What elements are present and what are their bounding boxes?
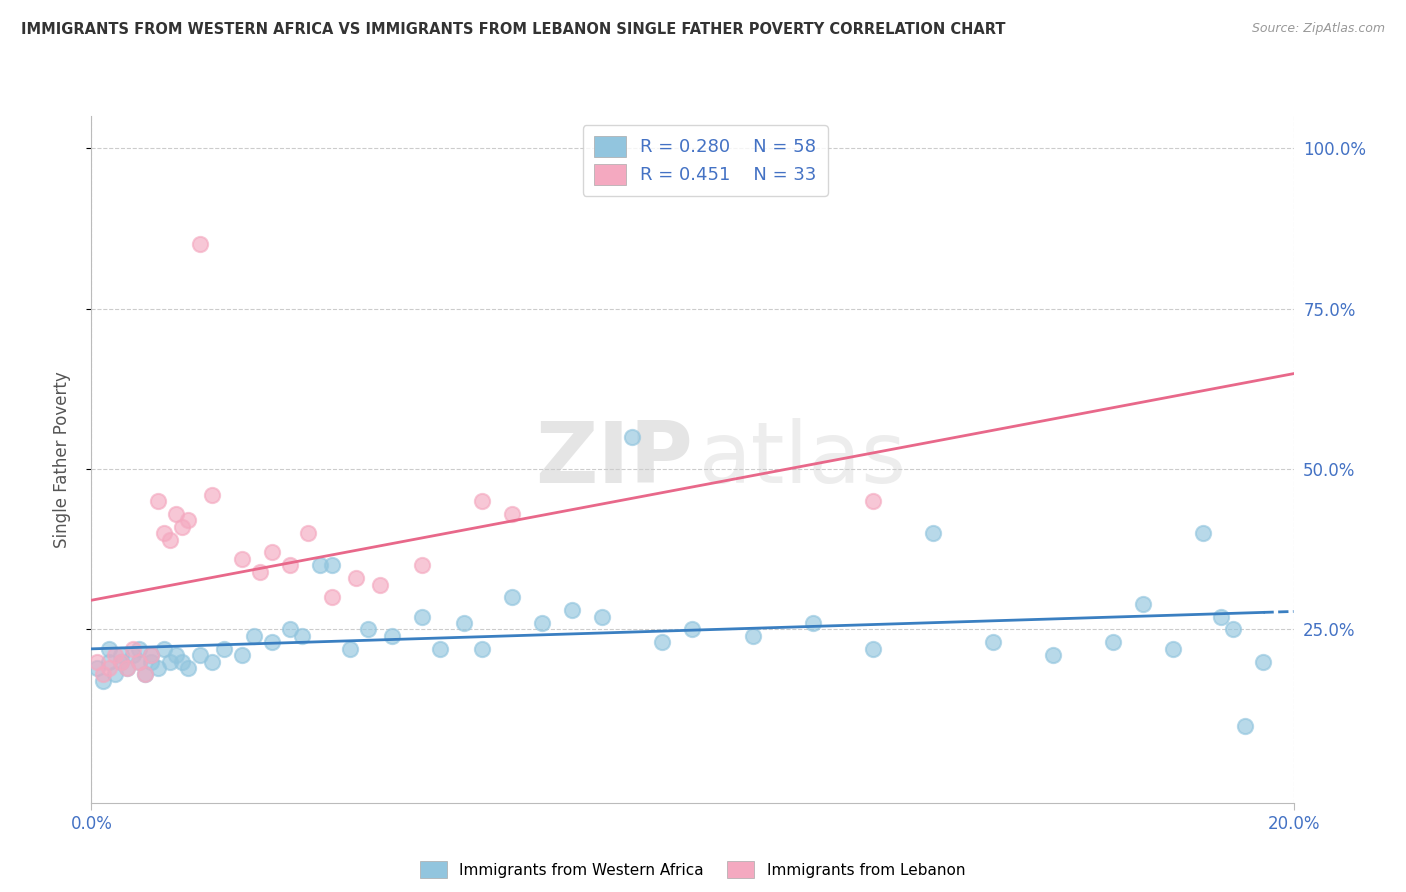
Point: [170, 520, 193, 534]
Point: [146, 661, 169, 675]
Point: [344, 571, 367, 585]
Point: [453, 616, 475, 631]
Point: [141, 655, 163, 669]
Point: [165, 507, 187, 521]
Point: [651, 635, 673, 649]
Text: Source: ZipAtlas.com: Source: ZipAtlas.com: [1251, 22, 1385, 36]
Point: [862, 641, 884, 656]
Point: [260, 635, 283, 649]
Point: [429, 641, 451, 656]
Point: [922, 526, 945, 541]
Point: [93, 667, 115, 681]
Point: [411, 609, 433, 624]
Point: [165, 648, 187, 662]
Point: [1161, 641, 1184, 656]
Point: [122, 641, 145, 656]
Point: [152, 526, 174, 541]
Point: [801, 616, 824, 631]
Point: [1042, 648, 1064, 662]
Point: [1234, 719, 1257, 733]
Text: IMMIGRANTS FROM WESTERN AFRICA VS IMMIGRANTS FROM LEBANON SINGLE FATHER POVERTY : IMMIGRANTS FROM WESTERN AFRICA VS IMMIGR…: [21, 22, 1005, 37]
Point: [110, 648, 132, 662]
Point: [1253, 655, 1275, 669]
Point: [188, 648, 211, 662]
Point: [1102, 635, 1125, 649]
Point: [862, 494, 884, 508]
Point: [308, 558, 330, 573]
Point: [141, 648, 163, 662]
Point: [339, 641, 361, 656]
Point: [98, 655, 121, 669]
Point: [501, 591, 523, 605]
Point: [134, 667, 156, 681]
Point: [531, 616, 554, 631]
Point: [411, 558, 433, 573]
Point: [128, 655, 150, 669]
Point: [471, 494, 494, 508]
Point: [93, 673, 115, 688]
Point: [134, 667, 156, 681]
Point: [86, 655, 108, 669]
Point: [321, 591, 343, 605]
Point: [117, 661, 139, 675]
Point: [146, 494, 169, 508]
Point: [117, 661, 139, 675]
Point: [159, 533, 181, 547]
Point: [201, 655, 224, 669]
Point: [98, 661, 121, 675]
Point: [260, 545, 283, 559]
Point: [1132, 597, 1154, 611]
Point: [104, 667, 127, 681]
Point: [122, 648, 145, 662]
Point: [159, 655, 181, 669]
Point: [242, 629, 264, 643]
Point: [176, 513, 198, 527]
Point: [128, 655, 150, 669]
Point: [681, 623, 703, 637]
Point: [297, 526, 319, 541]
Point: [212, 641, 235, 656]
Point: [381, 629, 404, 643]
Point: [188, 237, 211, 252]
Point: [110, 655, 132, 669]
Point: [1222, 623, 1244, 637]
Point: [104, 648, 127, 662]
Point: [231, 648, 253, 662]
Point: [201, 488, 224, 502]
Point: [128, 641, 150, 656]
Legend: Immigrants from Western Africa, Immigrants from Lebanon: Immigrants from Western Africa, Immigran…: [413, 855, 972, 885]
Text: ZIP: ZIP: [534, 417, 692, 501]
Point: [231, 552, 253, 566]
Point: [471, 641, 494, 656]
Point: [368, 577, 391, 591]
Point: [741, 629, 763, 643]
Point: [86, 661, 108, 675]
Point: [621, 430, 644, 444]
Text: atlas: atlas: [699, 417, 907, 501]
Point: [249, 565, 271, 579]
Point: [1192, 526, 1215, 541]
Point: [321, 558, 343, 573]
Point: [291, 629, 314, 643]
Point: [170, 655, 193, 669]
Point: [110, 655, 132, 669]
Point: [152, 641, 174, 656]
Point: [591, 609, 613, 624]
Point: [561, 603, 583, 617]
Point: [1211, 609, 1233, 624]
Point: [141, 648, 163, 662]
Point: [278, 558, 301, 573]
Point: [98, 641, 121, 656]
Point: [981, 635, 1004, 649]
Point: [278, 623, 301, 637]
Point: [176, 661, 198, 675]
Point: [357, 623, 380, 637]
Y-axis label: Single Father Poverty: Single Father Poverty: [52, 371, 70, 548]
Point: [501, 507, 523, 521]
